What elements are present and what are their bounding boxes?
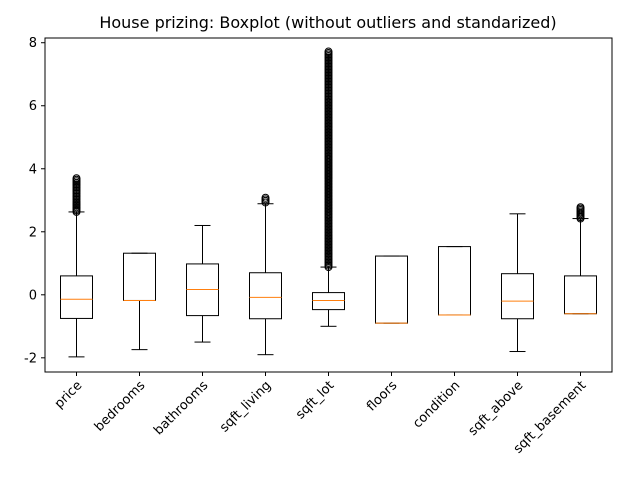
chart-title: House prizing: Boxplot (without outliers… <box>99 13 556 32</box>
x-tick-label: condition <box>410 378 463 431</box>
box-iqr <box>438 246 471 316</box>
box-iqr <box>375 255 408 324</box>
x-tick-label: price <box>52 378 85 411</box>
outlier-point <box>324 47 333 56</box>
x-tick-label: sqft_lot <box>293 378 337 422</box>
y-tick-label: 4 <box>29 162 37 177</box>
x-tick-label: bathrooms <box>151 378 211 438</box>
box-iqr <box>312 292 345 311</box>
y-tick-label: -2 <box>24 351 37 366</box>
outlier-point <box>261 193 270 202</box>
x-tick-label: bedrooms <box>92 378 149 435</box>
outlier-point <box>576 203 585 212</box>
outlier-point <box>72 174 81 183</box>
y-tick-label: 6 <box>29 99 37 114</box>
box-iqr <box>564 275 597 315</box>
box-iqr <box>60 275 93 319</box>
plot-area-frame <box>44 37 613 373</box>
y-tick-label: 2 <box>29 225 37 240</box>
x-tick-label: sqft_living <box>217 378 274 435</box>
box-iqr <box>501 273 534 320</box>
plot-marks: -2 0 2 4 6 8 price bedrooms bathrooms sqft_living… <box>24 36 597 457</box>
x-tick-label: sqft_above <box>466 378 527 439</box>
x-tick-label: floors <box>364 378 400 414</box>
y-tick-label: 0 <box>29 288 37 303</box>
box-iqr <box>249 272 282 320</box>
y-tick-label: 8 <box>29 36 37 51</box>
box-iqr <box>123 252 156 301</box>
